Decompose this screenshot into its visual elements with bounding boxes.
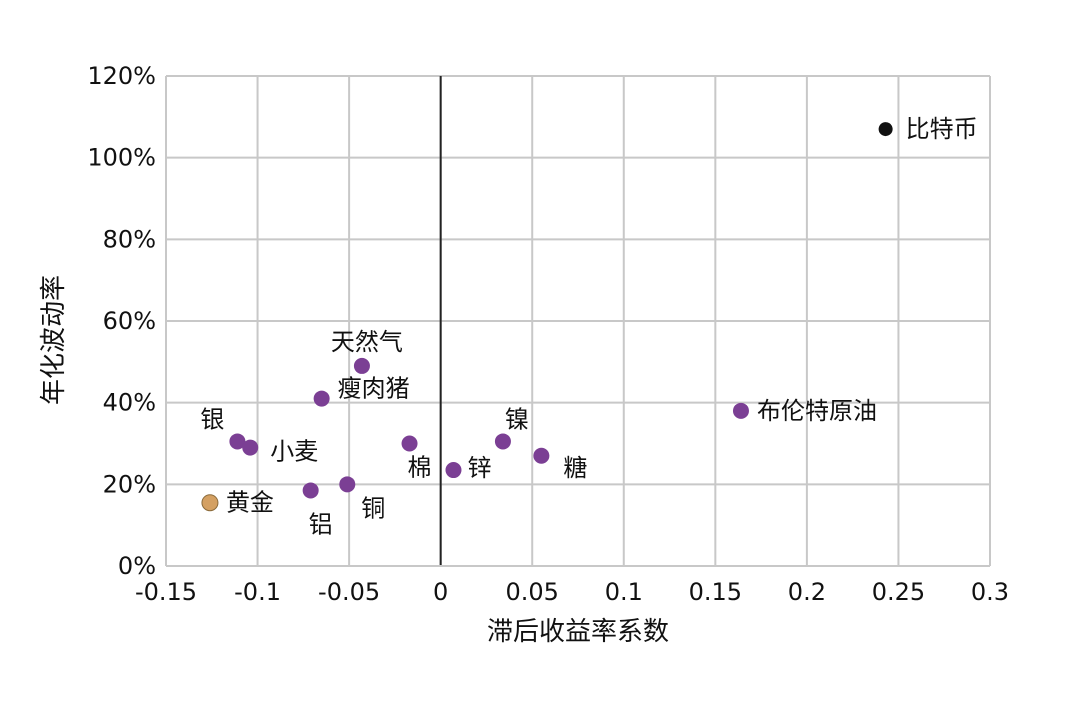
x-tick-label: 0.15 [689,578,742,606]
data-point [201,494,219,512]
point-label: 天然气 [331,328,403,356]
y-tick-label: 60% [103,307,156,335]
data-point [401,435,418,452]
y-tick-label: 100% [87,144,156,172]
point-label: 银 [200,405,224,433]
data-point [533,447,550,464]
y-tick-label: 20% [103,470,156,498]
y-tick-label: 0% [118,552,156,580]
x-tick-label: 0 [433,578,448,606]
point-label: 镍 [505,405,529,433]
data-point [339,476,356,493]
point-label: 锌 [467,454,491,482]
data-point [878,122,893,137]
data-point [229,433,246,450]
point-label: 小麦 [270,438,318,466]
x-tick-label: 0.25 [872,578,925,606]
point-label: 瘦肉猪 [338,375,410,403]
point-label: 糖 [563,454,587,482]
y-tick-label: 80% [103,225,156,253]
y-axis-title: 年化波动率 [39,275,69,405]
data-points [201,122,893,512]
x-tick-label: -0.1 [234,578,281,606]
x-tick-label: 0.2 [788,578,826,606]
point-label: 黄金 [226,489,274,517]
point-label: 铜 [361,494,385,522]
x-tick-label: 0.05 [506,578,559,606]
x-axis-title: 滞后收益率系数 [487,617,669,647]
data-point [445,462,462,479]
x-tick-label: -0.05 [318,578,380,606]
point-label: 布伦特原油 [757,397,877,425]
data-point [732,402,749,419]
y-tick-label: 120% [87,62,156,90]
data-point [494,433,511,450]
data-point [313,390,330,407]
data-point [242,439,259,456]
x-tick-label: -0.15 [135,578,197,606]
point-label: 比特币 [906,115,978,143]
data-point [353,357,370,374]
point-label: 棉 [408,454,432,482]
x-tick-label: 0.1 [605,578,643,606]
data-point [302,482,319,499]
y-tick-label: 40% [103,389,156,417]
point-label: 铝 [309,510,333,538]
axis-layer [166,76,990,567]
grid-layer [165,75,991,567]
x-tick-label: 0.3 [971,578,1009,606]
tick-labels: 0% 20% 40% 60% 80% 100% 120% -0.15 -0.1 -0.05 0 0.0… [87,62,1009,606]
